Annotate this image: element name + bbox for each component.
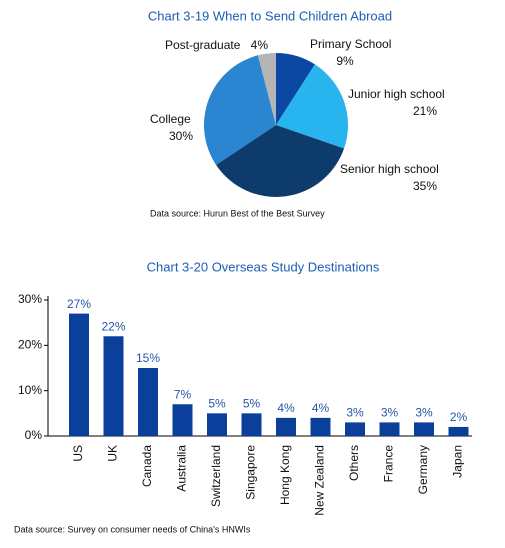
bar: [207, 413, 227, 436]
bar-value-label: 3%: [346, 406, 364, 420]
x-tick-label: US: [71, 445, 85, 462]
bar-value-label: 5%: [208, 397, 226, 411]
x-tick-label: UK: [106, 445, 120, 462]
slice-value-label: 4%: [251, 38, 269, 52]
bar-value-label: 7%: [174, 387, 192, 401]
slice-label: Senior high school: [340, 162, 439, 176]
bar-value-label: 27%: [67, 297, 91, 311]
x-tick-label: Japan: [451, 445, 465, 478]
slice-value-label: 35%: [413, 179, 437, 193]
pie-slice: [216, 125, 345, 197]
slice-label: Junior high school: [348, 87, 445, 101]
bar-value-label: 4%: [277, 401, 295, 415]
data-source: Data source: Hurun Best of the Best Surv…: [150, 208, 325, 218]
chart-title: Chart 3-20 Overseas Study Destinations: [147, 259, 380, 274]
x-tick-label: Australia: [175, 445, 189, 492]
bar-value-label: 3%: [381, 406, 399, 420]
bar-value-label: 2%: [450, 410, 468, 424]
x-tick-label: Switzerland: [209, 445, 223, 507]
x-tick-label: Canada: [140, 445, 154, 487]
x-tick-label: France: [382, 445, 396, 483]
pie-slice: [276, 53, 315, 125]
bar-value-label: 5%: [243, 397, 261, 411]
pie-slice: [204, 55, 276, 165]
bar: [69, 313, 89, 436]
x-tick-label: Singapore: [244, 445, 258, 500]
bar: [345, 422, 365, 436]
pie-slice: [257, 53, 276, 125]
y-tick-label: 0%: [25, 428, 43, 442]
x-tick-label: Hong Kong: [278, 445, 292, 505]
bar: [138, 368, 158, 436]
bar: [379, 422, 400, 436]
slice-label: Post-graduate: [165, 38, 241, 52]
x-tick-label: New Zealand: [313, 445, 327, 516]
pie-slice: [276, 64, 348, 149]
slice-label: College: [150, 112, 191, 126]
x-tick-label: Others: [347, 445, 361, 481]
bar: [448, 426, 469, 436]
slice-label: Primary School: [310, 37, 391, 51]
slice-value-label: 30%: [169, 129, 193, 143]
bar-value-label: 3%: [415, 406, 433, 420]
bar-value-label: 22%: [101, 319, 125, 333]
bar: [241, 413, 262, 436]
bar-value-label: 4%: [312, 401, 330, 415]
bar-value-label: 15%: [136, 351, 160, 365]
y-tick-label: 10%: [18, 383, 42, 397]
bar: [172, 404, 193, 436]
bar: [414, 422, 434, 436]
y-tick-label: 30%: [18, 292, 42, 306]
bar: [103, 336, 124, 436]
x-tick-label: Germany: [416, 445, 430, 494]
bar: [310, 417, 331, 436]
data-source: Data source: Survey on consumer needs of…: [14, 524, 251, 534]
bar: [276, 417, 296, 436]
chart-title: Chart 3-19 When to Send Children Abroad: [148, 8, 392, 23]
slice-value-label: 9%: [336, 54, 354, 68]
slice-value-label: 21%: [413, 104, 437, 118]
y-tick-label: 20%: [18, 338, 42, 352]
